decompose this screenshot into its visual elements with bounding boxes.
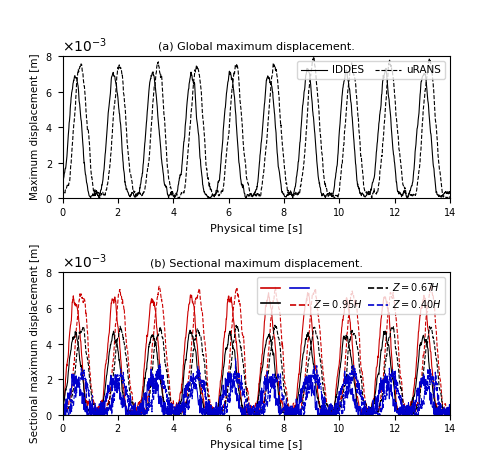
IDDES	[154, 95, 160, 101]
IDDES	[447, 189, 453, 195]
uRANS	[311, 54, 317, 60]
Legend: , , , $Z = 0.95H$, $Z = 0.67H$, $Z = 0.40H$: , , , $Z = 0.95H$, $Z = 0.67H$, $Z = 0.4…	[257, 277, 445, 314]
uRANS	[60, 190, 66, 195]
uRANS	[447, 194, 453, 200]
IDDES	[193, 103, 199, 109]
uRANS	[238, 112, 244, 117]
X-axis label: Physical time [s]: Physical time [s]	[210, 440, 302, 450]
IDDES	[238, 182, 244, 188]
X-axis label: Physical time [s]: Physical time [s]	[210, 224, 302, 233]
uRANS	[154, 69, 160, 75]
IDDES	[383, 66, 389, 71]
Title: (a) Global maximum displacement.: (a) Global maximum displacement.	[158, 42, 354, 52]
uRANS	[263, 146, 269, 151]
uRANS	[443, 196, 449, 201]
uRANS	[193, 66, 199, 71]
IDDES	[374, 144, 380, 150]
IDDES	[442, 190, 448, 196]
uRANS	[442, 193, 448, 199]
Y-axis label: Sectional maximum displacement [m]: Sectional maximum displacement [m]	[30, 244, 40, 443]
IDDES	[263, 85, 269, 91]
Y-axis label: Maximum displacement [m]: Maximum displacement [m]	[30, 54, 40, 200]
Legend: IDDES, uRANS: IDDES, uRANS	[296, 61, 445, 80]
Line: uRANS: uRANS	[62, 57, 450, 199]
IDDES	[404, 195, 410, 201]
Title: (b) Sectional maximum displacement.: (b) Sectional maximum displacement.	[150, 259, 363, 269]
IDDES	[60, 178, 66, 184]
Line: IDDES: IDDES	[62, 69, 450, 198]
uRANS	[374, 189, 380, 194]
